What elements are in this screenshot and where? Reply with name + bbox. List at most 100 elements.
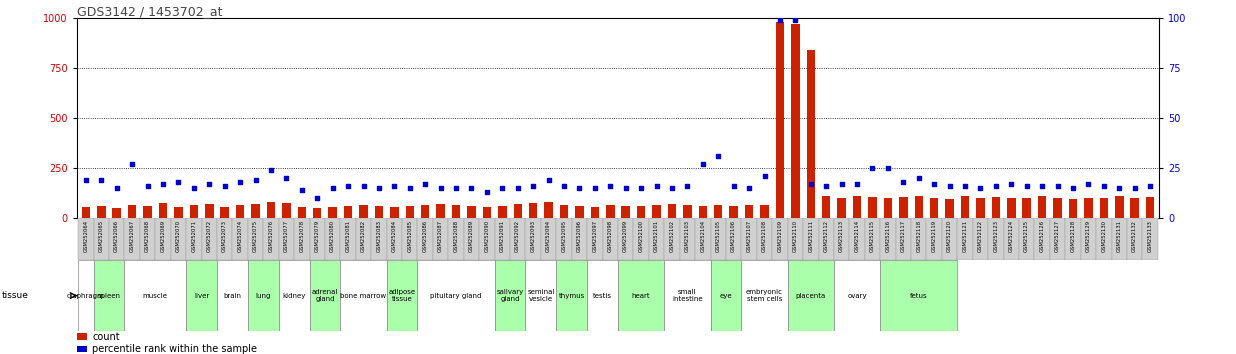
Bar [436,204,445,218]
Bar [818,218,834,260]
Text: GSM252073: GSM252073 [222,220,227,252]
Point [246,177,266,183]
Bar [756,218,772,260]
Bar [236,205,245,218]
Bar [637,206,645,218]
Bar [958,218,973,260]
Bar [838,198,845,218]
Text: GSM252117: GSM252117 [901,220,906,252]
Bar [680,218,695,260]
Point [662,185,682,190]
Bar [513,204,522,218]
Point [153,181,173,187]
Bar [189,205,198,218]
Bar [834,218,849,260]
Bar [482,207,491,218]
Point [908,175,928,181]
Bar [1038,196,1047,218]
Bar [880,260,958,331]
Bar [1018,218,1035,260]
Bar [278,260,309,331]
Bar [298,207,307,218]
Bar [714,205,723,218]
Text: GSM252125: GSM252125 [1025,220,1030,252]
Bar [726,218,742,260]
Text: GSM252088: GSM252088 [454,220,459,252]
Bar [82,207,90,218]
Point [955,183,975,189]
Bar [587,218,603,260]
Bar [695,218,711,260]
Bar [776,22,784,218]
Point [693,161,713,166]
Bar [356,218,371,260]
Bar [464,218,480,260]
Bar [156,218,171,260]
Text: testis: testis [593,293,612,298]
Text: GSM252069: GSM252069 [161,220,166,252]
Bar [942,218,958,260]
Point [601,183,620,189]
Bar [325,218,340,260]
Point [925,181,944,187]
Point [708,153,728,159]
Text: GSM252090: GSM252090 [485,220,489,252]
Text: pituitary gland: pituitary gland [430,293,482,298]
Point [446,185,466,190]
Text: GSM252084: GSM252084 [392,220,397,252]
Bar [1100,198,1109,218]
Bar [375,206,383,218]
Text: GSM252081: GSM252081 [346,220,351,252]
Bar [125,260,187,331]
Bar [684,205,692,218]
Text: GSM252091: GSM252091 [499,220,504,252]
Point [492,185,512,190]
Bar [556,260,587,331]
Point [770,17,790,23]
Bar [418,260,494,331]
Point [106,185,126,190]
Bar [664,218,680,260]
Bar [880,218,896,260]
Point [261,167,281,172]
Point [677,183,697,189]
Point [91,177,111,183]
Point [1094,183,1114,189]
Text: muscle: muscle [143,293,168,298]
Text: GSM252114: GSM252114 [854,220,859,252]
Bar [143,206,152,218]
Bar [575,206,583,218]
Point [539,177,559,183]
Bar [572,218,587,260]
Text: GSM252126: GSM252126 [1039,220,1044,252]
Bar [187,260,218,331]
Bar [248,260,278,331]
Point [739,185,759,190]
Point [215,183,235,189]
Text: GSM252120: GSM252120 [947,220,952,252]
Text: GSM252130: GSM252130 [1101,220,1106,252]
Text: GSM252086: GSM252086 [423,220,428,252]
Text: GSM252095: GSM252095 [561,220,566,252]
Bar [787,260,834,331]
Text: GSM252129: GSM252129 [1086,220,1091,252]
Text: GSM252067: GSM252067 [130,220,135,252]
Bar [220,207,229,218]
Bar [541,218,556,260]
Text: GSM252127: GSM252127 [1056,220,1060,252]
Text: small
intestine: small intestine [672,289,703,302]
Point [1017,183,1037,189]
Bar [218,260,248,331]
Point [400,185,420,190]
Text: GSM252099: GSM252099 [623,220,628,252]
Bar [976,198,985,218]
Text: GSM252070: GSM252070 [176,220,180,252]
Bar [525,260,556,331]
Text: lung: lung [256,293,271,298]
Bar [309,260,340,331]
Text: spleen: spleen [98,293,121,298]
Bar [884,198,892,218]
Text: GSM252076: GSM252076 [268,220,273,252]
Text: GSM252102: GSM252102 [670,220,675,252]
Bar [911,218,927,260]
